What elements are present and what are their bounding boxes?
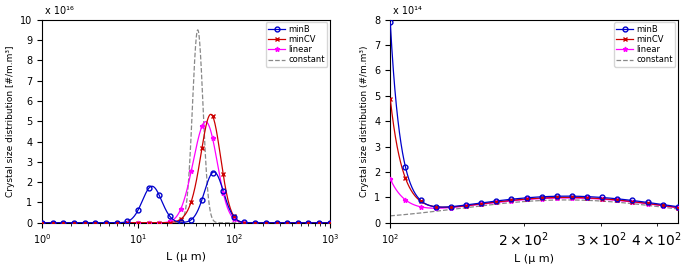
Text: x 10¹⁶: x 10¹⁶ (45, 6, 74, 16)
Y-axis label: Crystal size distribution (#/m.m³): Crystal size distribution (#/m.m³) (360, 46, 369, 197)
Text: x 10¹⁴: x 10¹⁴ (393, 6, 422, 16)
Y-axis label: Crystal size distribution [#/m.m³]: Crystal size distribution [#/m.m³] (6, 46, 15, 197)
Legend: minB, minCV, linear, constant: minB, minCV, linear, constant (614, 22, 676, 67)
Legend: minB, minCV, linear, constant: minB, minCV, linear, constant (266, 22, 328, 67)
X-axis label: L (μ m): L (μ m) (514, 254, 554, 264)
X-axis label: L (μ m): L (μ m) (166, 252, 206, 262)
